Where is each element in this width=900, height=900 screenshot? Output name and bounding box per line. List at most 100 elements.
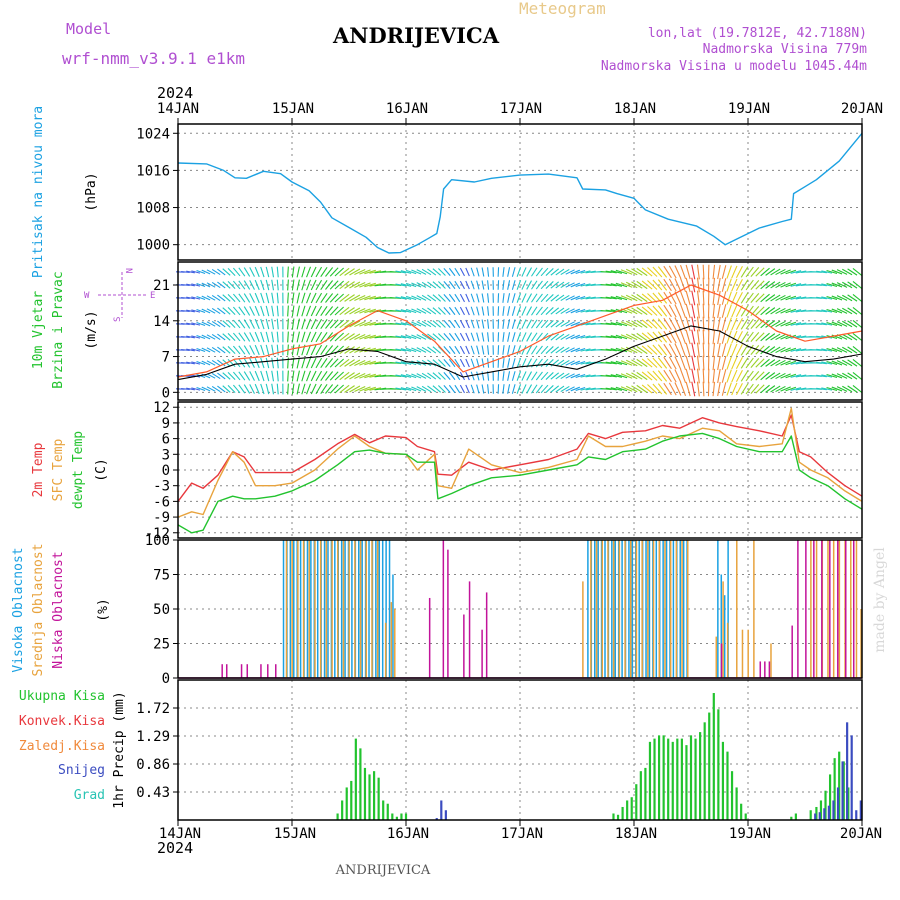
wind-arrow xyxy=(842,359,853,367)
wind-arrow xyxy=(685,316,691,332)
wind-arrow xyxy=(369,387,382,391)
wind-arrow xyxy=(765,268,776,276)
wind-arrow xyxy=(306,331,312,343)
wind-arrow xyxy=(320,306,328,316)
wind-arrow xyxy=(400,270,412,274)
wind-arrow xyxy=(329,345,339,355)
wind-arrow xyxy=(349,359,361,367)
wind-arrow xyxy=(481,345,485,355)
cloud-low-bar xyxy=(275,664,277,678)
y-tick-label: 21 xyxy=(153,278,170,294)
wind-arrow xyxy=(516,319,522,329)
wind-arrow xyxy=(521,306,527,316)
wind-arrow xyxy=(790,374,802,378)
y-tick-label: -12 xyxy=(145,526,170,542)
wind-arrow xyxy=(405,386,417,392)
wind-arrow xyxy=(636,371,648,381)
wind-arrow xyxy=(359,386,371,392)
wind-arrow xyxy=(570,282,581,288)
wind-arrow xyxy=(636,319,648,329)
wind-arrow xyxy=(526,293,533,303)
wind-arrow xyxy=(395,374,407,378)
y-tick-label: 3 xyxy=(162,447,170,463)
wind-arrow xyxy=(691,290,696,306)
wind-arrow xyxy=(760,332,770,342)
y-tick-label: -3 xyxy=(153,479,170,495)
precip-total-bar xyxy=(712,693,715,820)
wind-arrow xyxy=(842,320,853,328)
frame-layer: 1000100810161024071421-12-9-6-3036912025… xyxy=(136,118,863,826)
wind-arrow xyxy=(717,277,721,293)
wind-arrow xyxy=(271,357,275,369)
temp-sfc-line xyxy=(177,407,863,518)
wind-arrow xyxy=(580,374,591,378)
cloud-high-bar xyxy=(340,540,343,678)
wind-arrow xyxy=(364,308,376,314)
wind-arrow xyxy=(211,385,221,393)
y-tick-label: 25 xyxy=(153,637,170,653)
wind-arrow xyxy=(206,334,216,340)
wind-arrow xyxy=(821,283,833,287)
wind-arrow xyxy=(575,386,586,392)
wind-arrow xyxy=(249,280,255,290)
wind-arrow xyxy=(315,331,323,343)
wind-arrow xyxy=(610,270,623,274)
wind-arrow xyxy=(217,346,226,354)
wind-arrow xyxy=(652,266,663,278)
wind-arrow xyxy=(765,359,776,367)
cloud-mid-bar xyxy=(601,540,604,678)
wind-arrow xyxy=(411,269,422,275)
wind-arrow xyxy=(502,306,505,316)
wind-arrow xyxy=(211,333,221,341)
wind-gust-line xyxy=(177,284,863,378)
wind-arrow xyxy=(310,331,317,343)
cloud-low-bar xyxy=(221,664,223,678)
precip-snow-bar xyxy=(444,810,447,820)
wind-arrow xyxy=(775,281,786,289)
wind-arrow xyxy=(717,316,721,332)
wind-arrow xyxy=(717,303,721,319)
y-tick-label: 50 xyxy=(153,602,170,618)
wind-arrow xyxy=(685,277,691,293)
wind-arrow xyxy=(755,358,765,368)
wind-arrow xyxy=(610,309,623,313)
precip-total-bar xyxy=(350,780,353,820)
wind-arrow xyxy=(826,360,838,366)
wind-arrow xyxy=(395,270,407,274)
wind-arrow xyxy=(631,320,643,328)
wind-arrow xyxy=(427,294,437,302)
wind-arrow xyxy=(560,346,570,354)
wind-arrow xyxy=(476,319,480,329)
wind-arrow xyxy=(287,292,289,304)
wind-arrow xyxy=(265,370,270,382)
wind-arrow xyxy=(560,294,570,302)
compass-north: N xyxy=(123,268,133,273)
wind-arrow xyxy=(354,281,366,289)
x-tick-label: 18JAN xyxy=(615,826,657,842)
wind-arrow xyxy=(847,372,858,380)
temp-unit: (C) xyxy=(94,458,109,481)
wind-arrow xyxy=(780,308,791,314)
wind-arrow xyxy=(721,265,727,279)
wind-arrow xyxy=(502,280,505,290)
wind-arrow xyxy=(291,318,295,330)
wind-arrow xyxy=(271,331,275,343)
wind-arrow xyxy=(721,382,727,396)
wind-arrow xyxy=(605,283,617,287)
wind-arrow xyxy=(674,317,682,331)
wind-arrow xyxy=(310,266,317,278)
wind-arrow xyxy=(507,293,511,303)
wind-arrow xyxy=(320,358,328,368)
wind-arrow xyxy=(411,347,422,353)
wind-arrow xyxy=(364,373,376,379)
wind-arrow xyxy=(717,290,721,306)
wind-arrow xyxy=(691,342,696,358)
wind-arrow xyxy=(265,305,270,317)
wind-arrow xyxy=(647,280,658,290)
wind-arrow xyxy=(652,344,663,356)
marks-layer xyxy=(175,132,863,820)
wind-arrow xyxy=(271,383,275,395)
wind-arrow xyxy=(421,307,432,315)
wind-arrow xyxy=(432,359,442,367)
